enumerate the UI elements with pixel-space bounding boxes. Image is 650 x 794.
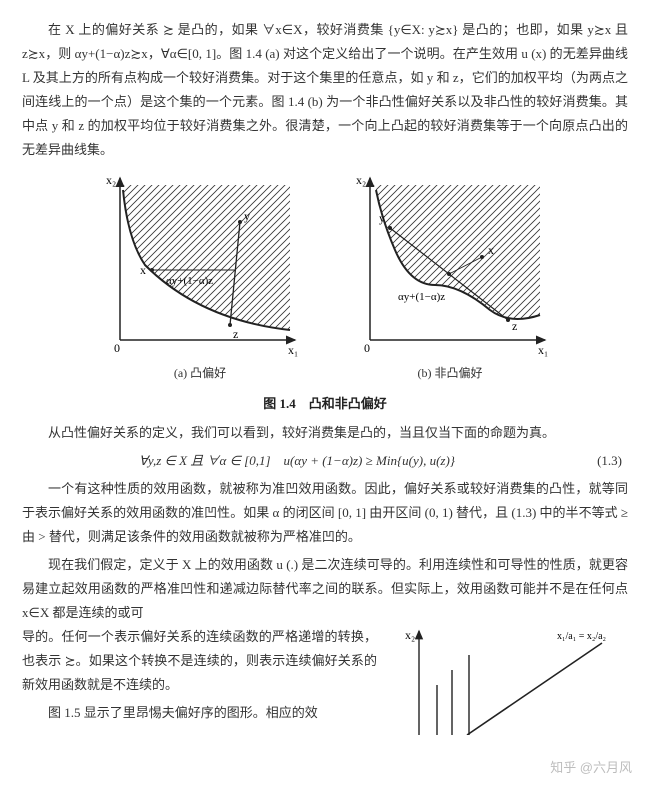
watermark: 知乎 @六月风: [550, 756, 632, 780]
svg-text:y: y: [379, 211, 385, 225]
equation-body: ∀y,z ∈ X 且 ∀α ∈ [0,1] u(αy + (1−α)z) ≥ M…: [22, 449, 572, 473]
svg-text:z: z: [233, 327, 238, 341]
svg-text:0: 0: [364, 341, 370, 355]
paragraph-2: 从凸性偏好关系的定义，我们可以看到，较好消费集是凸的，当且仅当下面的命题为真。: [22, 421, 628, 445]
subfigure-b: 0 x₁ x₂ y z x αy+(1−α)z (b) 非凸偏: [340, 170, 560, 384]
figure-1-4: 0 x₁ x₂ x y z αy+(1−α)z (a) 凸偏好: [22, 170, 628, 416]
svg-text:x: x: [140, 263, 146, 277]
svg-text:x: x: [488, 243, 494, 257]
paragraph-1: 在 X 上的偏好关系 ≿ 是凸的，如果 ∀x∈X，较好消费集 {y∈X: y≿x…: [22, 18, 628, 162]
paragraph-4: 现在我们假定，定义于 X 上的效用函数 u (.) 是二次连续可导的。利用连续性…: [22, 553, 628, 625]
paragraph-5: 导的。任何一个表示偏好关系的连续函数的严格递增的转换，也表示 ≿。如果这个转换不…: [22, 625, 377, 697]
svg-text:x₂: x₂: [356, 173, 366, 187]
paragraph-3: 一个有这种性质的效用函数，就被称为准凹效用函数。因此，偏好关系或较好消费集的凸性…: [22, 477, 628, 549]
subfigure-a: 0 x₁ x₂ x y z αy+(1−α)z (a) 凸偏好: [90, 170, 310, 384]
paragraph-6: 图 1.5 显示了里昂惕夫偏好序的图形。相应的效: [22, 701, 377, 725]
svg-text:x₂: x₂: [106, 173, 116, 187]
svg-text:y: y: [244, 209, 250, 223]
svg-text:x₁: x₁: [538, 343, 548, 357]
svg-text:x₂: x₂: [405, 628, 415, 642]
svg-text:x₁/a₁ = x₂/a₂: x₁/a₁ = x₂/a₂: [557, 631, 606, 642]
figure-caption: 图 1.4 凸和非凸偏好: [22, 392, 628, 416]
svg-text:αy+(1−α)z: αy+(1−α)z: [398, 291, 445, 303]
equation-number: (1.3): [572, 449, 628, 473]
subcaption-b: (b) 非凸偏好: [340, 362, 560, 384]
svg-text:z: z: [512, 319, 517, 333]
equation-1-3: ∀y,z ∈ X 且 ∀α ∈ [0,1] u(αy + (1−α)z) ≥ M…: [22, 449, 628, 473]
subcaption-a: (a) 凸偏好: [90, 362, 310, 384]
svg-text:0: 0: [114, 341, 120, 355]
svg-text:x₁: x₁: [288, 343, 298, 357]
figure-1-5-partial: x₂ x₁/a₁ = x₂/a₂: [397, 625, 632, 743]
svg-text:αy+(1−α)z: αy+(1−α)z: [166, 275, 213, 287]
